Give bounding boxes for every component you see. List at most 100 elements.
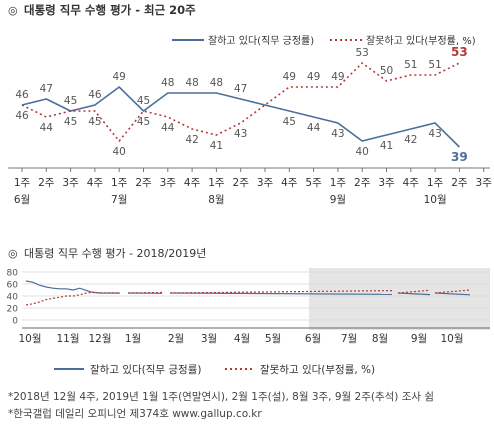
negative-value-label: 45: [88, 116, 101, 128]
week-tick-label: 1주: [427, 177, 444, 189]
positive-value-label: 43: [331, 128, 344, 140]
week-tick-label: 4주: [184, 177, 201, 189]
month-tick-label: 11월: [56, 333, 79, 345]
month-tick-label: 6월: [305, 333, 321, 345]
negative-value-label: 40: [113, 146, 126, 158]
chart2-marker: ◎: [8, 247, 18, 260]
week-tick-label: 4주: [403, 177, 420, 189]
positive-value-label: 42: [404, 134, 417, 146]
chart1-data-labels: 46 47 45 46 49 45 48 48 48 47 45 44 43 40 41 42 43 39 46 44…: [15, 45, 467, 164]
y-tick-label: 0: [12, 317, 18, 327]
month-tick-label: 2월: [168, 333, 184, 345]
positive-rate-line: [21, 85, 460, 148]
chart1-marker: ◎: [8, 4, 18, 17]
month-tick-label: 1월: [125, 333, 141, 345]
chart2-x-ticks: 10월 11월 12월 1월 2월 3월 4월 5월 6월 7월 8월 9월 10월: [18, 333, 463, 345]
month-tick-label: 10월: [18, 333, 41, 345]
positive-value-label: 46: [88, 89, 102, 101]
week-tick-label: 2주: [354, 177, 371, 189]
positive-value-label: 49: [113, 71, 126, 83]
y-tick-label: 60: [7, 281, 19, 291]
positive-value-label: 48: [210, 77, 223, 89]
negative-value-label: 41: [210, 140, 223, 152]
legend1-positive-label: 잘하고 있다(직무 긍정률): [208, 34, 314, 47]
chart2-title: 대통령 직무 수행 평가 - 2018/2019년: [24, 247, 206, 260]
week-tick-label: 3주: [257, 177, 274, 189]
month-tick-label: 12월: [88, 333, 111, 345]
positive-value-label: 39: [451, 150, 468, 164]
negative-value-label: 46: [15, 110, 29, 122]
week-tick-label: 1주: [208, 177, 225, 189]
month-tick-label: 7월: [341, 333, 357, 345]
negative-rate-line-2018-2019: [434, 289, 471, 294]
chart2-gridlines: 80 60 40 20 0: [7, 269, 490, 329]
month-tick-label: 3월: [201, 333, 217, 345]
negative-rate-line-2018-2019: [397, 289, 431, 294]
y-tick-label: 80: [7, 269, 19, 279]
positive-value-label: 47: [40, 83, 53, 95]
negative-value-label: 51: [428, 59, 441, 71]
week-tick-label: 4주: [87, 177, 104, 189]
chart1-x-ticks: 1주 2주 3주 4주 1주 2주 3주 4주 1주 2주 3주 4주 5주 1주 2주 3주 4주 1주 2주 3주…: [14, 168, 492, 206]
chart1-plot: [21, 61, 460, 148]
negative-rate-line-2018-2019: [127, 291, 163, 294]
week-tick-label: 3주: [476, 177, 493, 189]
positive-rate-line-2018-2019: [434, 292, 471, 296]
week-tick-label: 3주: [62, 177, 79, 189]
positive-value-label: 48: [185, 77, 198, 89]
negative-value-label: 49: [307, 71, 320, 83]
recent-20-weeks-chart: ◎ 대통령 직무 수행 평가 - 최근 20주 잘하고 있다(직무 긍정률) 잘…: [8, 3, 492, 206]
week-tick-label: 2주: [135, 177, 152, 189]
negative-value-label: 49: [283, 71, 296, 83]
positive-value-label: 46: [15, 89, 29, 101]
negative-value-label: 49: [331, 71, 344, 83]
month-tick-label: 8월: [372, 333, 388, 345]
negative-rate-line-2018-2019: [169, 290, 393, 294]
footnote-survey-breaks: *2018년 12월 4주, 2019년 1월 1주(연말연시), 2월 1주(…: [8, 391, 435, 403]
negative-value-label: 53: [356, 47, 369, 59]
negative-value-label: 50: [380, 65, 393, 77]
month-tick-label: 4월: [234, 333, 250, 345]
positive-value-label: 45: [64, 95, 77, 107]
positive-value-label: 45: [137, 95, 150, 107]
positive-value-label: 40: [356, 146, 369, 158]
month-tick-label: 8월: [208, 194, 224, 206]
negative-value-label: 44: [40, 122, 54, 134]
month-tick-label: 10월: [424, 194, 447, 206]
positive-value-label: 48: [161, 77, 174, 89]
negative-rate-line-2018-2019: [25, 291, 101, 306]
week-tick-label: 2주: [38, 177, 55, 189]
positive-value-label: 41: [380, 140, 393, 152]
week-tick-label: 2주: [233, 177, 250, 189]
month-tick-label: 9월: [411, 333, 427, 345]
negative-value-label: 43: [234, 128, 247, 140]
month-tick-label: 9월: [330, 194, 346, 206]
chart2-plot: [25, 280, 471, 306]
negative-value-label: 42: [185, 134, 198, 146]
week-tick-label: 1주: [330, 177, 347, 189]
positive-rate-line-2018-2019: [25, 280, 101, 294]
yearly-chart: ◎ 대통령 직무 수행 평가 - 2018/2019년 80 60 40 20 0 10…: [7, 247, 490, 345]
month-tick-label: 6월: [14, 194, 30, 206]
legend1-negative-label: 잘못하고 있다(부정률, %): [366, 34, 476, 47]
week-tick-label: 3주: [378, 177, 395, 189]
negative-rate-line: [21, 61, 460, 143]
positive-rate-line-2018-2019: [397, 292, 431, 296]
month-tick-label: 5월: [265, 333, 281, 345]
chart1-title: 대통령 직무 수행 평가 - 최근 20주: [24, 3, 196, 17]
negative-value-label: 45: [64, 116, 77, 128]
negative-value-label: 53: [451, 45, 468, 59]
week-tick-label: 3주: [160, 177, 177, 189]
positive-value-label: 45: [283, 116, 296, 128]
month-tick-label: 7월: [111, 194, 127, 206]
week-tick-label: 1주: [111, 177, 128, 189]
y-tick-label: 40: [7, 293, 19, 303]
positive-rate-line-2018-2019: [169, 292, 393, 295]
footnote-source: *한국갤럽 데일리 오피니언 제374호 www.gallup.co.kr: [8, 408, 262, 420]
legend2-negative-label: 잘못하고 있다(부정률, %): [260, 363, 375, 376]
week-tick-label: 2주: [451, 177, 468, 189]
chart2-legend: 잘하고 있다(직무 긍정률) 잘못하고 있다(부정률, %): [54, 363, 375, 376]
negative-value-label: 44: [161, 122, 175, 134]
week-tick-label: 4주: [281, 177, 298, 189]
week-tick-label: 1주: [14, 177, 31, 189]
